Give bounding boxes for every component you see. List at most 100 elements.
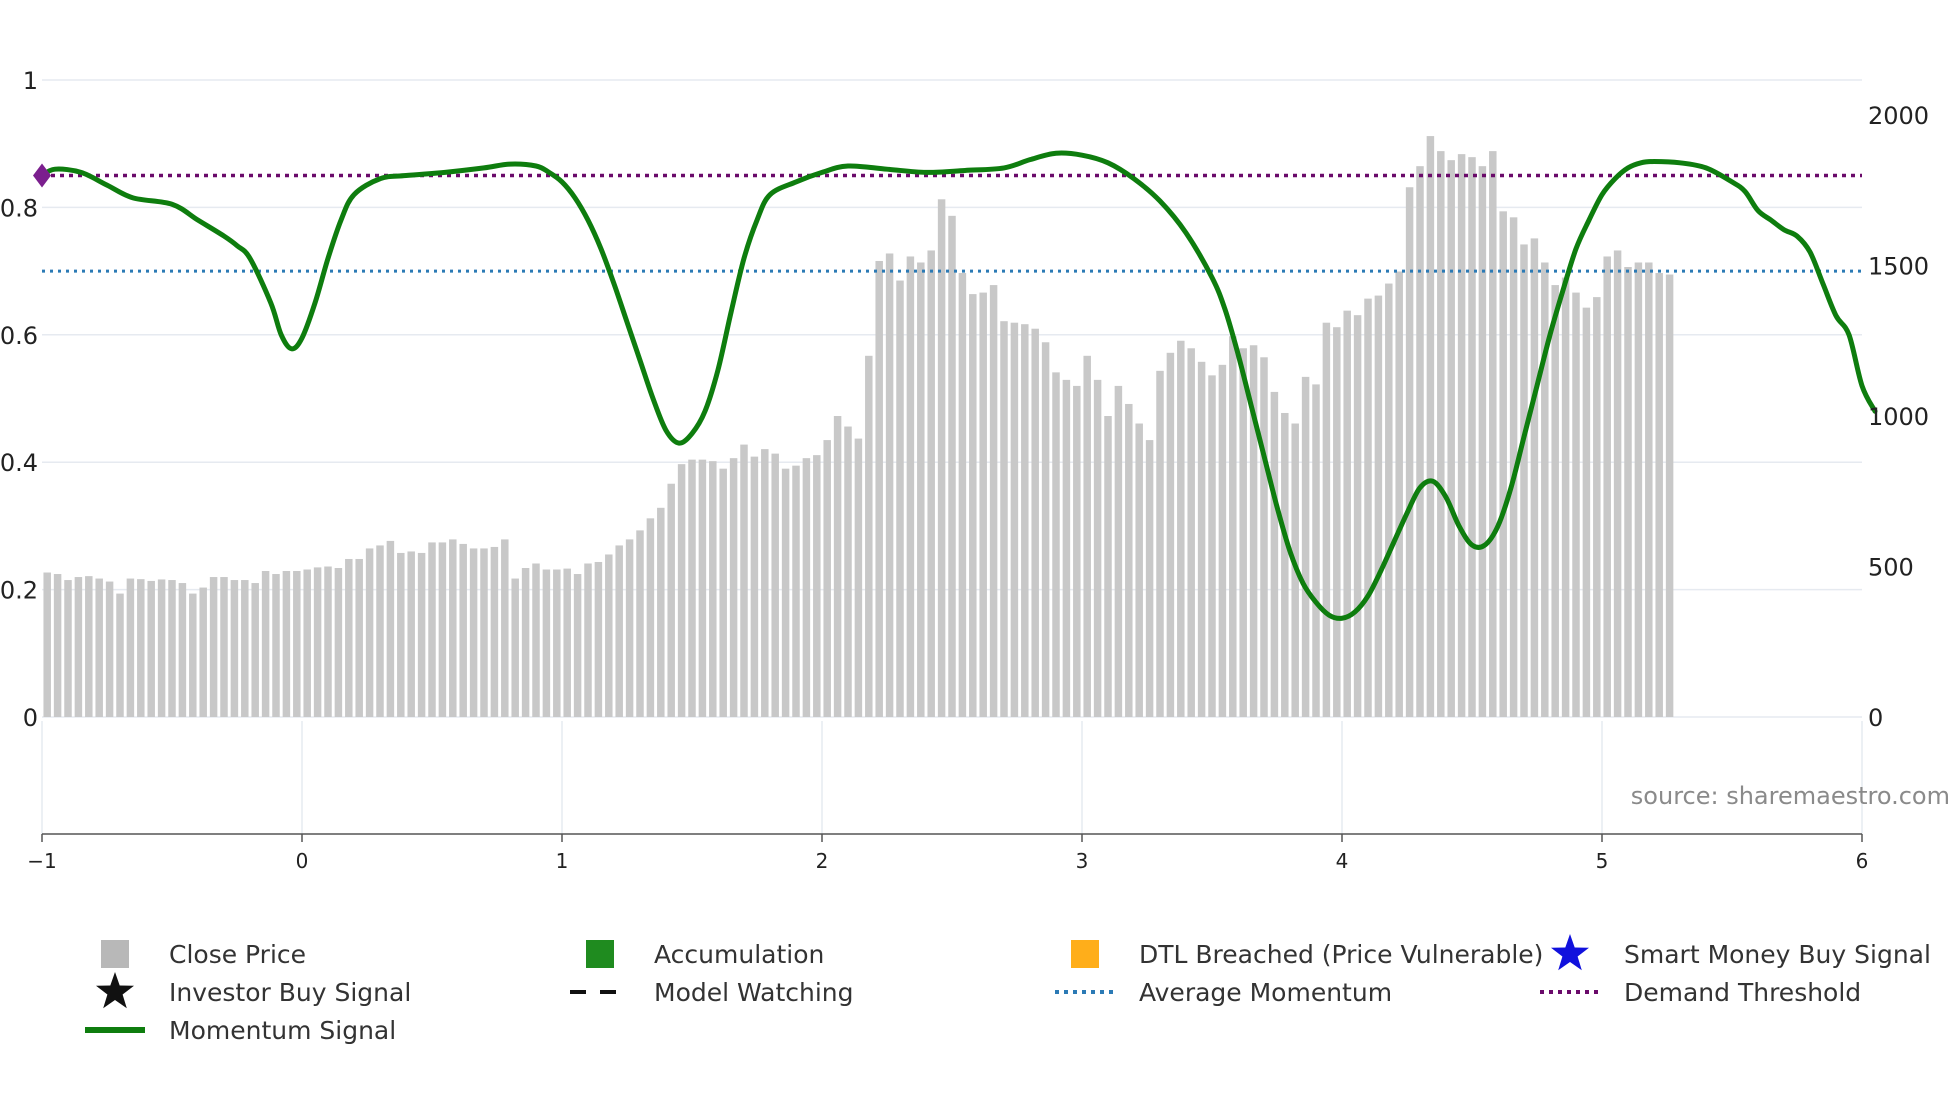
close-price-bar (1073, 385, 1081, 717)
close-price-bar (1665, 274, 1674, 717)
close-price-bar (761, 449, 769, 717)
legend-star-icon (1551, 934, 1589, 971)
close-price-bar (677, 464, 686, 717)
close-price-bar (1010, 322, 1019, 717)
y-left-tick-label: 1 (23, 67, 38, 95)
close-price-bar (969, 294, 977, 717)
close-price-bar (157, 579, 166, 717)
y-right-tick-label: 500 (1868, 554, 1914, 582)
close-price-bar (729, 458, 738, 717)
close-price-bar (1634, 262, 1643, 717)
close-price-bar (178, 583, 187, 717)
close-price-bar (43, 572, 51, 717)
close-price-bar (1031, 328, 1039, 717)
close-price-bar (865, 355, 873, 717)
close-price-bar (189, 593, 197, 717)
close-price-bar (521, 568, 530, 717)
close-price-bar (511, 578, 519, 717)
close-price-bar (1426, 136, 1435, 717)
legend-item: Average Momentum (1055, 978, 1392, 1007)
legend-item: Investor Buy Signal (96, 972, 411, 1009)
legend-label: Average Momentum (1139, 978, 1392, 1007)
close-price-bar (241, 580, 249, 717)
close-price-bar (345, 558, 353, 717)
close-price-bar (1301, 376, 1310, 717)
close-price-bar (937, 199, 946, 717)
close-price-bar (147, 580, 155, 717)
close-price-bar (272, 574, 280, 717)
close-price-bar (1457, 154, 1466, 717)
close-price-bar (594, 561, 603, 717)
legend-item: Close Price (101, 940, 306, 969)
close-price-bar (1135, 423, 1143, 717)
close-price-bar (64, 580, 72, 717)
legend-item: Smart Money Buy Signal (1551, 934, 1931, 971)
close-price-bar (1239, 348, 1247, 717)
x-tick-label: −1 (27, 849, 56, 873)
close-price-bar (397, 552, 405, 717)
close-price-bar (1177, 340, 1185, 717)
legend-item: Model Watching (570, 978, 854, 1007)
close-price-bar (261, 571, 270, 717)
x-tick-label: 0 (296, 849, 309, 873)
close-price-bar (1489, 151, 1497, 717)
close-price-bar (1541, 262, 1549, 717)
close-price-bar (1000, 321, 1008, 717)
close-price-bar (563, 568, 571, 717)
momentum-signal-line (39, 150, 1878, 621)
close-price-bar (1655, 273, 1663, 717)
close-price-bar (802, 458, 811, 717)
close-price-bar (1322, 322, 1331, 717)
axes: 0 0.2 0.4 0.6 0.8 1 0 500 1000 1500 2000 −1 0 1 2 3 4 5 6 (0, 67, 1929, 873)
y-left-tick-label: 0 (23, 704, 38, 732)
close-price-bar (833, 416, 842, 717)
legend-label: Smart Money Buy Signal (1624, 940, 1931, 969)
legend-label: DTL Breached (Price Vulnerable) (1139, 940, 1543, 969)
close-price-bar (168, 580, 176, 717)
close-price-bar (449, 539, 457, 717)
close-price-bar (1437, 151, 1445, 717)
close-price-bar (989, 285, 998, 717)
close-price-bar (553, 569, 561, 717)
close-price-bar (1083, 355, 1091, 717)
close-price-bar (105, 581, 114, 717)
close-price-bar (480, 548, 488, 717)
y-left-tick-label: 0.8 (0, 194, 38, 222)
close-price-bar (698, 459, 707, 717)
close-price-bar (781, 468, 790, 717)
close-price-bar (1520, 244, 1528, 717)
close-price-bar (407, 551, 415, 717)
close-price-bar (615, 545, 623, 717)
close-price-bar (438, 542, 447, 717)
close-price-bar (126, 578, 135, 717)
close-price-bar (948, 215, 956, 717)
y-left-tick-label: 0.6 (0, 322, 38, 350)
close-price-bar (1343, 310, 1351, 717)
legend-swatch-square (586, 940, 614, 968)
close-price-bar (1478, 166, 1487, 718)
close-price-bar (1104, 416, 1112, 717)
close-price-bar (709, 461, 717, 717)
close-price-bar (958, 273, 967, 717)
legend-label: Model Watching (654, 978, 854, 1007)
close-price-bar (813, 455, 821, 717)
close-price-bar (927, 250, 935, 717)
legend-item: DTL Breached (Price Vulnerable) (1071, 940, 1543, 969)
close-price-bar (917, 262, 925, 717)
close-price-bar (1593, 297, 1601, 717)
markers (33, 163, 51, 188)
legend-label: Momentum Signal (169, 1016, 396, 1045)
close-price-bar (1624, 267, 1632, 717)
x-tick-label: 3 (1076, 849, 1089, 873)
close-price-bar (1572, 292, 1580, 717)
y-right-tick-label: 0 (1868, 704, 1883, 732)
close-price-bar (1125, 403, 1133, 717)
close-price-bar (1249, 345, 1258, 717)
close-price-bar (1218, 364, 1227, 717)
close-price-bar (657, 507, 665, 717)
close-price-bars (43, 136, 1674, 718)
close-price-bar (1405, 187, 1414, 718)
close-price-bar (1114, 385, 1123, 717)
close-price-bar (1197, 361, 1206, 717)
x-tick-label: 1 (556, 849, 569, 873)
